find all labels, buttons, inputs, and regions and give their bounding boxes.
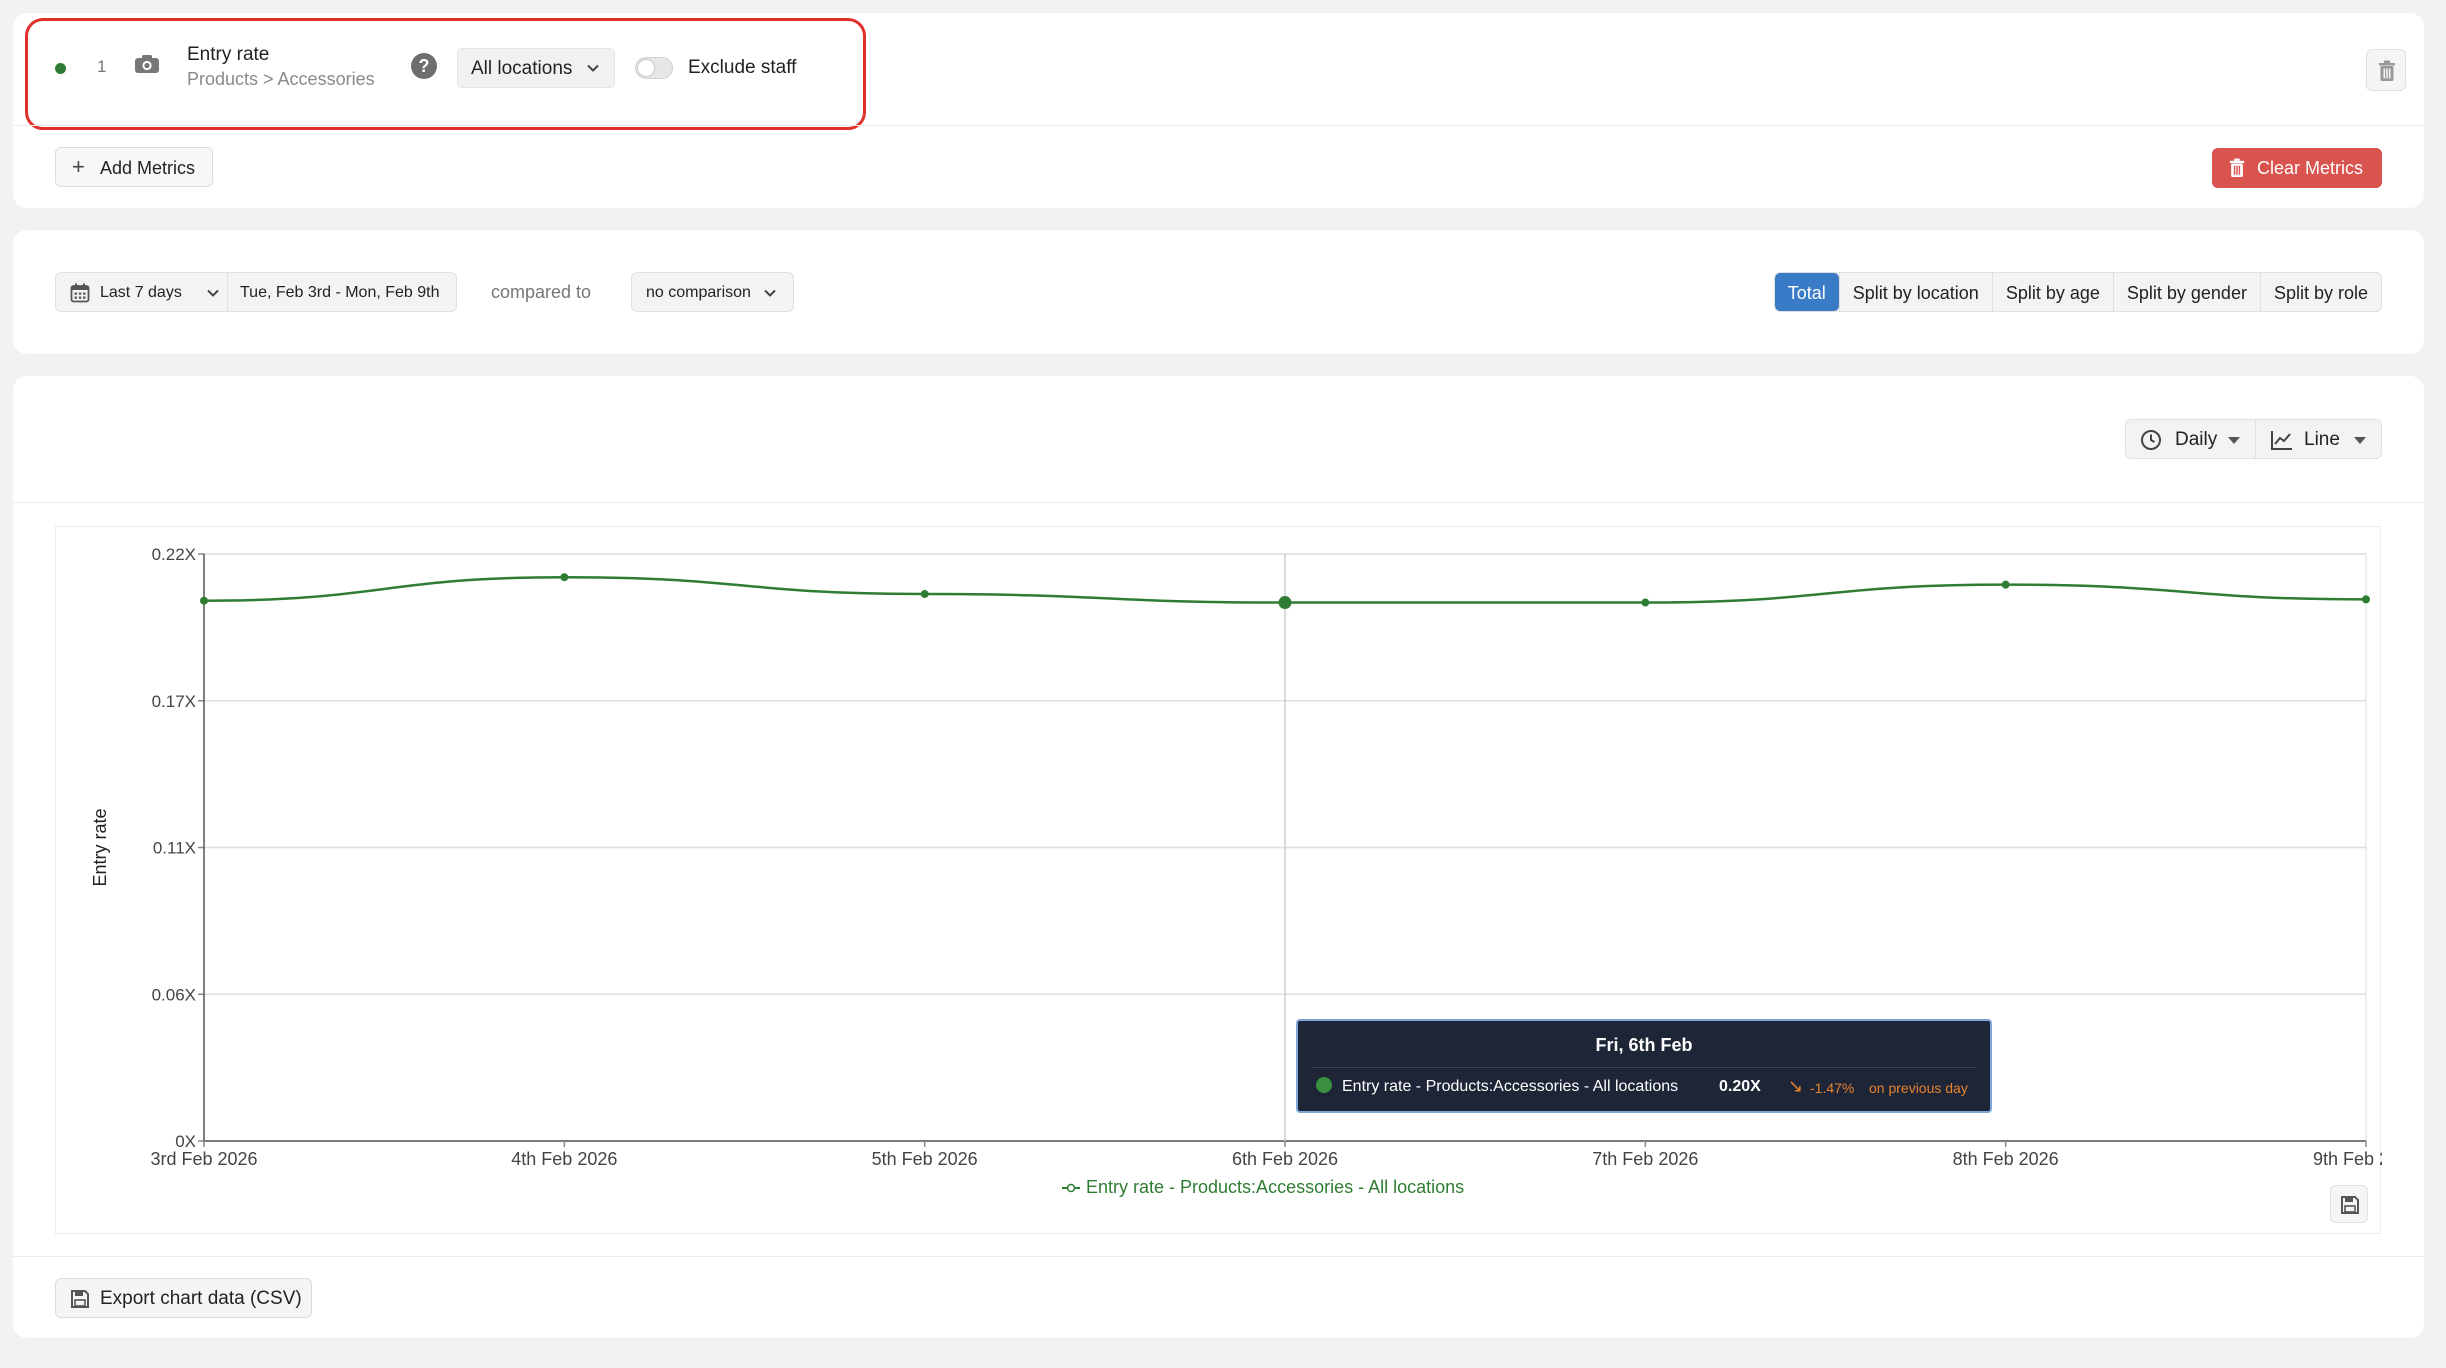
split-total-button[interactable]: Total	[1774, 273, 1839, 311]
interval-select[interactable]: Daily	[2126, 420, 2255, 458]
tooltip-value: 0.20X	[1719, 1078, 1761, 1095]
export-csv-button[interactable]: Export chart data (CSV)	[55, 1278, 312, 1318]
y-tick-label: 0.06X	[152, 985, 196, 1004]
toggle-knob	[638, 60, 654, 76]
add-metrics-label: Add Metrics	[100, 158, 196, 178]
y-tick-label: 0.22X	[152, 545, 196, 564]
divider	[13, 1256, 2424, 1257]
x-tick-label: 4th Feb 2026	[511, 1149, 617, 1169]
comparison-select-value: no comparison	[646, 284, 751, 301]
x-tick-label: 7th Feb 2026	[1592, 1149, 1698, 1169]
clear-metrics-button[interactable]: Clear Metrics	[2212, 148, 2382, 188]
metric-breadcrumb: Products > Accessories	[187, 69, 375, 89]
trash-icon	[2229, 158, 2245, 177]
add-metrics-button[interactable]: + Add Metrics	[55, 147, 213, 187]
metric-highlight-box	[25, 18, 866, 130]
legend-label: Entry rate - Products:Accessories - All …	[1086, 1177, 1464, 1197]
divider	[13, 125, 2424, 126]
split-by-role-button[interactable]: Split by role	[2259, 273, 2381, 311]
tooltip-title: Fri, 6th Feb	[1595, 1035, 1693, 1055]
trash-icon	[2379, 60, 2395, 81]
plus-icon: +	[72, 154, 85, 179]
y-tick-label: 0.17X	[152, 692, 196, 711]
y-tick-label: 0.11X	[153, 839, 196, 858]
metric-index: 1	[97, 57, 107, 76]
divider	[1312, 1067, 1976, 1068]
date-range-picker[interactable]: Last 7 days Tue, Feb 3rd - Mon, Feb 9th	[55, 272, 457, 312]
x-tick-label: 5th Feb 2026	[872, 1149, 978, 1169]
y-tick-label: 0X	[175, 1132, 196, 1151]
legend-marker	[1066, 1183, 1076, 1193]
chart-type-select[interactable]: Line	[2255, 420, 2381, 458]
data-point	[2362, 595, 2370, 604]
calendar-icon	[70, 283, 90, 303]
location-select-value: All locations	[471, 58, 573, 79]
date-filter-panel: Last 7 days Tue, Feb 3rd - Mon, Feb 9th …	[13, 230, 2424, 354]
data-point	[920, 590, 929, 599]
split-by-gender-button[interactable]: Split by gender	[2112, 273, 2260, 311]
trend-down-icon: ↘	[1788, 1076, 1804, 1096]
camera-icon[interactable]	[134, 53, 160, 75]
save-chart-button[interactable]	[2330, 1185, 2368, 1223]
save-icon	[2341, 1196, 2359, 1214]
divider	[13, 502, 2424, 503]
tooltip-series-label: Entry rate - Products:Accessories - All …	[1342, 1078, 1679, 1095]
date-preset-select[interactable]: Last 7 days	[56, 273, 228, 311]
chart-area: 0X 0.06X 0.11X 0.17X 0.22X 3rd Feb 2026 4th Fe…	[55, 526, 2382, 1235]
comparison-select[interactable]: no comparison	[631, 272, 794, 312]
data-point	[1641, 598, 1650, 607]
help-icon[interactable]: ?	[411, 53, 437, 79]
metrics-panel: 1 Entry rate Products > Accessories ? Al…	[13, 13, 2424, 208]
clear-metrics-label: Clear Metrics	[2257, 158, 2364, 178]
line-chart[interactable]: 0X 0.06X 0.11X 0.17X 0.22X 3rd Feb 2026 4th Fe…	[56, 527, 2382, 1235]
chevron-down-icon	[207, 289, 219, 297]
exclude-staff-label: Exclude staff	[688, 57, 797, 78]
line-chart-icon	[2271, 431, 2292, 450]
chart-type-value: Line	[2304, 429, 2340, 450]
date-range-text[interactable]: Tue, Feb 3rd - Mon, Feb 9th	[240, 284, 440, 301]
exclude-staff-toggle[interactable]	[635, 57, 673, 79]
chart-tooltip: Fri, 6th Feb Entry rate - Products:Acces…	[1296, 1019, 1992, 1113]
data-point	[2001, 580, 2010, 589]
save-icon	[71, 1290, 89, 1308]
data-point	[200, 596, 208, 605]
x-tick-label: 3rd Feb 2026	[150, 1149, 257, 1169]
split-toggle-group: Total Split by location Split by age Spl…	[1773, 272, 2382, 312]
caret-down-icon	[2354, 437, 2366, 444]
chart-view-controls: Daily Line	[2125, 419, 2382, 459]
date-preset-value: Last 7 days	[100, 284, 182, 301]
caret-down-icon	[2228, 437, 2240, 444]
x-tick-label: 9th Feb 2026	[2313, 1149, 2382, 1169]
split-by-location-button[interactable]: Split by location	[1838, 273, 1992, 311]
chart-panel: Daily Line 0X 0.06X 0.11X 0.17X 0.22X 3rd Feb…	[13, 376, 2424, 1338]
x-tick-label: 8th Feb 2026	[1953, 1149, 2059, 1169]
location-select[interactable]: All locations	[457, 48, 615, 88]
compared-to-label: compared to	[491, 282, 592, 302]
delete-metric-button[interactable]	[2366, 49, 2406, 91]
metric-title: Entry rate	[187, 44, 270, 65]
tooltip-series-dot	[1316, 1077, 1332, 1093]
clock-icon	[2141, 430, 2161, 450]
x-tick-label: 6th Feb 2026	[1232, 1149, 1338, 1169]
chevron-down-icon	[587, 64, 599, 72]
y-axis-title: Entry rate	[90, 808, 110, 886]
tooltip-change-note: on previous day	[1869, 1080, 1968, 1096]
export-csv-label: Export chart data (CSV)	[100, 1288, 302, 1309]
chevron-down-icon	[764, 289, 776, 297]
data-point	[560, 573, 569, 582]
series-color-dot	[55, 63, 66, 74]
split-by-age-button[interactable]: Split by age	[1991, 273, 2113, 311]
data-point	[1278, 596, 1292, 610]
interval-value: Daily	[2175, 429, 2218, 450]
tooltip-change: -1.47%	[1810, 1080, 1855, 1096]
